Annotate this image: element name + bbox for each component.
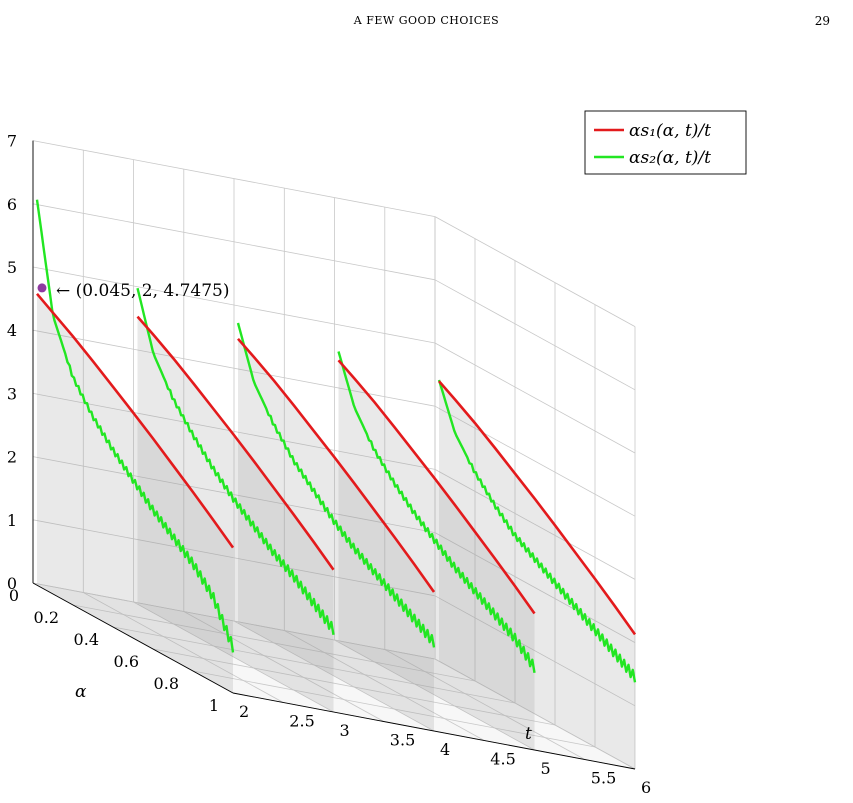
t-tick-label: 2.5 — [289, 712, 314, 731]
running-title: A FEW GOOD CHOICES — [353, 14, 500, 27]
series-s1-line — [36, 292, 235, 549]
grid-line-side-z — [434, 216, 636, 327]
slice-panel — [37, 293, 233, 693]
series-s1-line — [337, 359, 536, 615]
t-axis-line — [232, 692, 636, 770]
grid-line-side-z — [434, 279, 636, 391]
grid-line-floor-t — [133, 601, 334, 713]
grid-line-side-z — [434, 405, 636, 517]
grid-line-floor-t — [233, 620, 435, 732]
t-tick-label: 6 — [641, 778, 651, 797]
legend-label-s1: αs₁(α, t)/t — [629, 121, 711, 141]
axis-lines — [32, 140, 636, 770]
grid-line-floor-t — [284, 630, 485, 741]
t-tick-label: 5.5 — [591, 769, 616, 788]
t-tick-label: 4.5 — [490, 750, 515, 769]
z-tick-label: 4 — [7, 321, 17, 340]
t-axis-title: t — [525, 724, 532, 744]
tick-labels: 0 1 2 3 4 5 6 7 0 0.2 0.4 0.6 0.8 1 2 2.5 3 3.5 4 4.5 5 5.5 6 — [7, 132, 651, 797]
grid-line-back-z — [32, 519, 436, 597]
slice-panel — [338, 360, 535, 750]
slice-panel — [238, 338, 434, 731]
page-number: 29 — [814, 14, 830, 28]
grid-line-floor-alpha — [32, 582, 436, 660]
grid-line-floor-alpha — [192, 670, 596, 748]
alpha-tick-label: 0.2 — [34, 608, 59, 627]
grid-line-floor-alpha — [72, 604, 476, 682]
annotation-marker — [37, 283, 47, 293]
z-tick-label: 2 — [7, 448, 17, 467]
series-s2-line — [136, 287, 335, 636]
side-pane — [435, 216, 635, 770]
grid-line-back-z — [32, 203, 436, 281]
annotation: ← (0.045, 2, 4.7475) — [37, 281, 230, 301]
series-s2-line — [236, 322, 436, 648]
axis-titles: α t — [75, 682, 532, 744]
grid-line-side-z — [434, 532, 636, 643]
t-tick-label: 5 — [541, 759, 551, 778]
z-tick-label: 6 — [7, 195, 17, 214]
alpha-axis-line — [32, 582, 234, 694]
slice-panel — [137, 316, 334, 712]
legend: αs₁(α, t)/t αs₂(α, t)/t — [584, 110, 747, 175]
legend-box — [584, 110, 747, 175]
z-tick-label: 0 — [7, 574, 17, 593]
grid-line-floor-t — [334, 639, 535, 751]
alpha-tick-label: 0.8 — [154, 674, 179, 693]
t-tick-label: 3 — [340, 721, 350, 740]
series-lines — [35, 199, 637, 683]
grid-line-side-z — [434, 658, 636, 770]
z-tick-label: 7 — [7, 132, 17, 151]
series-s1-line — [237, 337, 436, 593]
alpha-tick-label: 1 — [209, 696, 219, 715]
grid-line-floor-alpha — [112, 626, 516, 704]
slice-fills — [37, 293, 635, 769]
grid-lines — [32, 140, 636, 770]
grid-line-back-z — [32, 456, 436, 533]
z-tick-label: 5 — [7, 258, 17, 277]
running-head: A FEW GOOD CHOICES 29 — [0, 14, 853, 34]
grid-line-back-z — [32, 140, 436, 217]
grid-line-side-z — [434, 469, 636, 580]
alpha-tick-label: 0.6 — [114, 652, 139, 671]
series-s1-line — [438, 380, 637, 636]
slice-panel — [439, 381, 635, 769]
t-tick-label: 3.5 — [390, 731, 415, 750]
grid-line-side-z — [434, 342, 636, 454]
grid-line-side-z — [434, 595, 636, 707]
z-tick-label: 3 — [7, 384, 17, 403]
series-s1-line — [136, 315, 335, 571]
grid-line-floor-alpha — [152, 648, 556, 726]
grid-line-floor-t — [183, 611, 384, 722]
grid-line-floor-t — [384, 649, 585, 760]
series-s2-line — [35, 199, 235, 653]
legend-label-s2: αs₂(α, t)/t — [629, 148, 711, 168]
alpha-axis-title: α — [75, 682, 87, 702]
t-tick-label: 4 — [440, 740, 450, 759]
annotation-label: ← (0.045, 2, 4.7475) — [56, 281, 230, 301]
z-tick-label: 1 — [7, 511, 17, 530]
series-s2-line — [437, 379, 637, 683]
grid-line-back-z — [32, 393, 436, 470]
grid-line-floor-t — [83, 592, 284, 703]
alpha-tick-label: 0.4 — [74, 630, 99, 649]
grid-line-back-z — [32, 266, 436, 344]
t-tick-label: 2 — [239, 702, 249, 721]
alpha-tick-label: 0 — [9, 586, 19, 605]
series-s2-line — [337, 351, 536, 673]
